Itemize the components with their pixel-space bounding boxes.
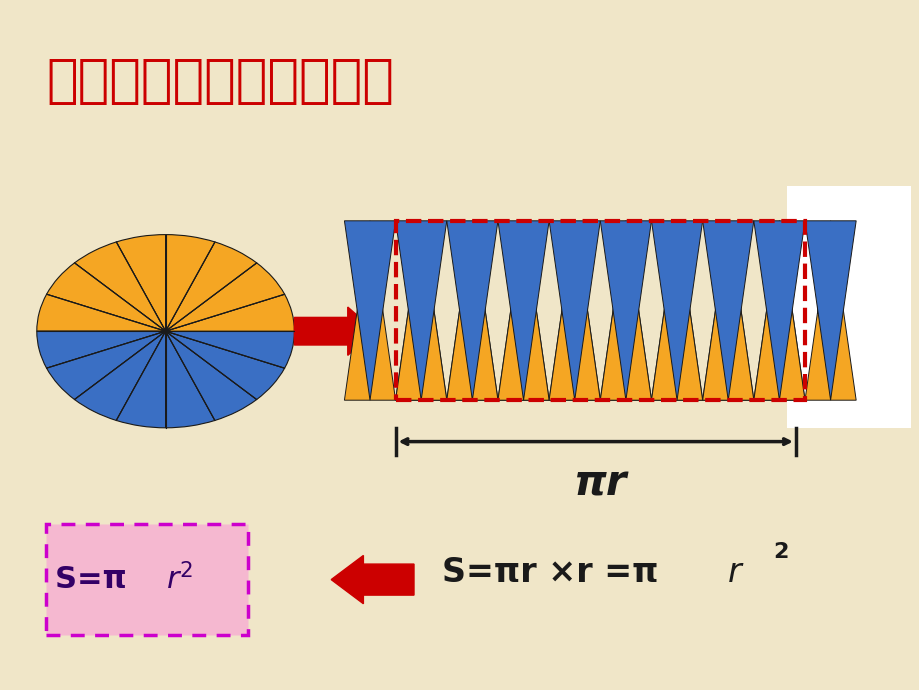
- Wedge shape: [165, 294, 294, 331]
- Polygon shape: [651, 221, 702, 400]
- Polygon shape: [395, 221, 447, 400]
- Polygon shape: [651, 221, 702, 400]
- Text: 2: 2: [772, 542, 788, 562]
- Text: r: r: [813, 286, 832, 321]
- Text: 圆的面积公式推导过程：: 圆的面积公式推导过程：: [46, 55, 393, 107]
- Polygon shape: [702, 221, 753, 400]
- Polygon shape: [447, 221, 497, 400]
- Polygon shape: [395, 221, 447, 400]
- FancyArrow shape: [294, 307, 375, 355]
- Wedge shape: [165, 235, 215, 331]
- Polygon shape: [395, 221, 447, 400]
- Polygon shape: [344, 221, 395, 400]
- Polygon shape: [702, 221, 753, 400]
- Text: S=π: S=π: [55, 565, 138, 594]
- Wedge shape: [74, 242, 165, 331]
- Polygon shape: [753, 221, 804, 400]
- Polygon shape: [804, 221, 856, 400]
- Polygon shape: [753, 221, 804, 400]
- Polygon shape: [344, 221, 395, 400]
- FancyArrow shape: [331, 555, 414, 604]
- Wedge shape: [116, 235, 165, 331]
- Polygon shape: [600, 221, 651, 400]
- Polygon shape: [497, 221, 549, 400]
- Wedge shape: [47, 331, 165, 400]
- Text: $r^2$: $r^2$: [165, 563, 193, 596]
- Wedge shape: [165, 331, 294, 368]
- Bar: [395, 221, 804, 400]
- Wedge shape: [165, 242, 256, 331]
- Wedge shape: [37, 331, 165, 368]
- Text: $r$: $r$: [726, 556, 743, 589]
- Polygon shape: [549, 221, 600, 400]
- Polygon shape: [651, 221, 702, 400]
- Polygon shape: [497, 221, 549, 400]
- Text: πr: πr: [573, 462, 627, 504]
- Bar: [786, 186, 910, 428]
- Polygon shape: [702, 221, 753, 400]
- Polygon shape: [447, 221, 497, 400]
- Wedge shape: [37, 294, 165, 331]
- Wedge shape: [47, 263, 165, 331]
- Polygon shape: [600, 221, 651, 400]
- Polygon shape: [497, 221, 549, 400]
- Wedge shape: [165, 331, 284, 400]
- FancyBboxPatch shape: [46, 524, 248, 635]
- Polygon shape: [753, 221, 804, 400]
- Polygon shape: [549, 221, 600, 400]
- Wedge shape: [165, 331, 256, 420]
- Wedge shape: [116, 331, 165, 428]
- Polygon shape: [549, 221, 600, 400]
- Polygon shape: [599, 221, 651, 400]
- Wedge shape: [165, 263, 284, 331]
- Polygon shape: [447, 221, 497, 400]
- Text: S=πr ×r =π: S=πr ×r =π: [441, 556, 681, 589]
- Wedge shape: [165, 331, 215, 428]
- Polygon shape: [804, 221, 856, 400]
- Wedge shape: [74, 331, 165, 420]
